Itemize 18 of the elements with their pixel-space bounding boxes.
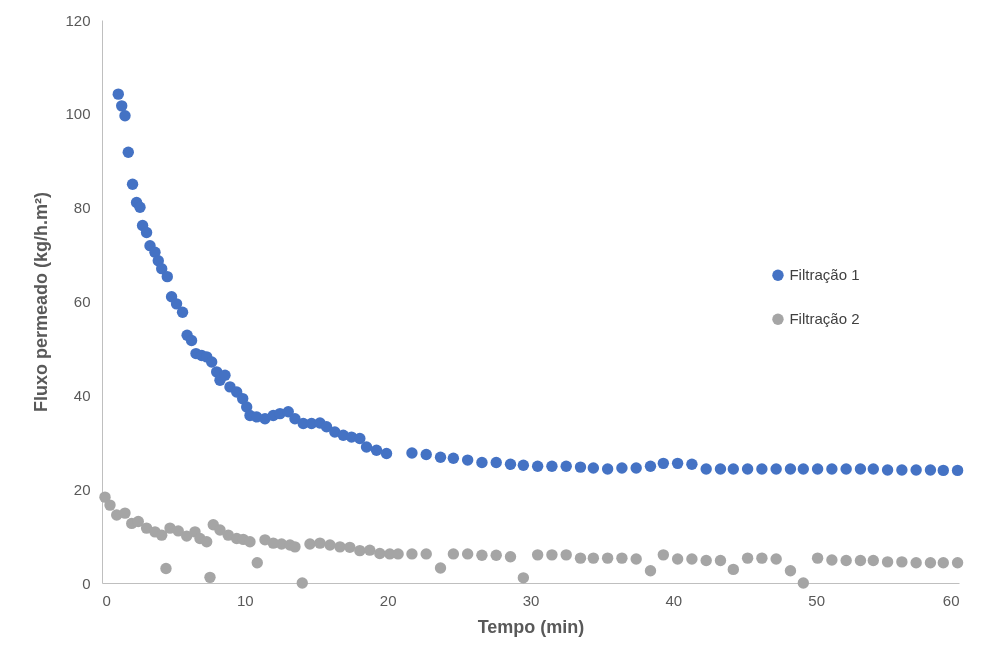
y-tick-label: 60 (73, 293, 91, 310)
y-tick-label: 80 (73, 199, 91, 217)
x-axis-title: Tempo (min) (477, 616, 585, 637)
x-tick-label: 50 (808, 591, 826, 609)
y-tick-label: 100 (65, 105, 91, 123)
y-tick-label: 20 (73, 480, 91, 498)
y-axis-title: Fluxo permeado (kg/h.m²) (31, 191, 52, 413)
x-tick-label: 60 (942, 591, 960, 609)
legend-label: Filtração 2 (789, 310, 860, 328)
x-tick-label: 30 (522, 591, 540, 609)
x-tick-label: 10 (236, 591, 254, 609)
x-tick-label: 0 (102, 591, 111, 609)
y-tick-label: 120 (65, 11, 91, 29)
x-tick-label: 20 (379, 591, 397, 609)
x-tick-label: 40 (665, 591, 683, 609)
legend-label: Filtração 1 (789, 266, 860, 284)
y-tick-label: 40 (73, 386, 91, 404)
y-tick-label: 0 (82, 574, 91, 592)
